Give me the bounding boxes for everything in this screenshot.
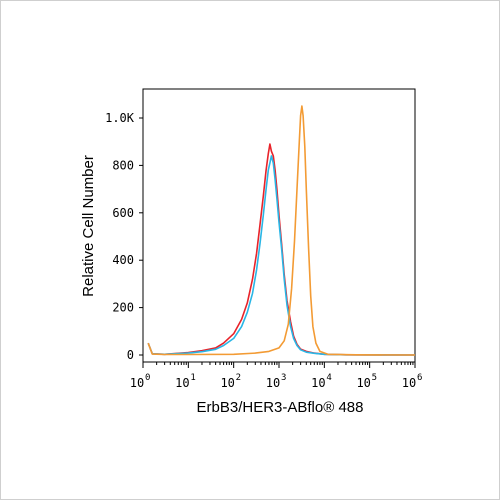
y-tick-label: 600	[112, 206, 134, 220]
y-tick-label: 0	[127, 348, 134, 362]
x-tick-exponent: 0	[145, 373, 150, 383]
x-axis-ticks: 10 0 10 1 10 2 10 3 10 4 10 5 10 6	[130, 362, 422, 390]
x-axis-label: ErbB3/HER3-ABflo® 488	[197, 399, 364, 416]
y-tick-label: 200	[112, 301, 134, 315]
series-line-2	[147, 155, 416, 356]
x-tick-exponent: 2	[236, 373, 241, 383]
x-tick-exponent: 5	[372, 373, 377, 383]
x-tick-label: 10	[266, 376, 280, 390]
x-tick-label: 10	[356, 376, 370, 390]
x-tick-exponent: 1	[190, 373, 195, 383]
x-tick-label: 10	[130, 376, 144, 390]
x-tick-label: 10	[175, 376, 189, 390]
x-tick-exponent: 4	[326, 373, 331, 383]
series-layer	[147, 105, 416, 356]
x-tick-label: 10	[311, 376, 325, 390]
y-tick-label: 400	[112, 253, 134, 267]
y-tick-label: 800	[112, 158, 134, 172]
series-line-3	[147, 105, 416, 356]
x-tick-label: 10	[220, 376, 234, 390]
x-tick-exponent: 3	[281, 373, 286, 383]
x-tick-exponent: 6	[417, 373, 422, 383]
x-tick-label: 10	[402, 376, 416, 390]
y-tick-label: 1.0K	[105, 111, 135, 125]
y-axis-label: Relative Cell Number	[80, 155, 97, 297]
y-axis-ticks: 0 200 400 600 800 1.0K	[105, 111, 143, 362]
